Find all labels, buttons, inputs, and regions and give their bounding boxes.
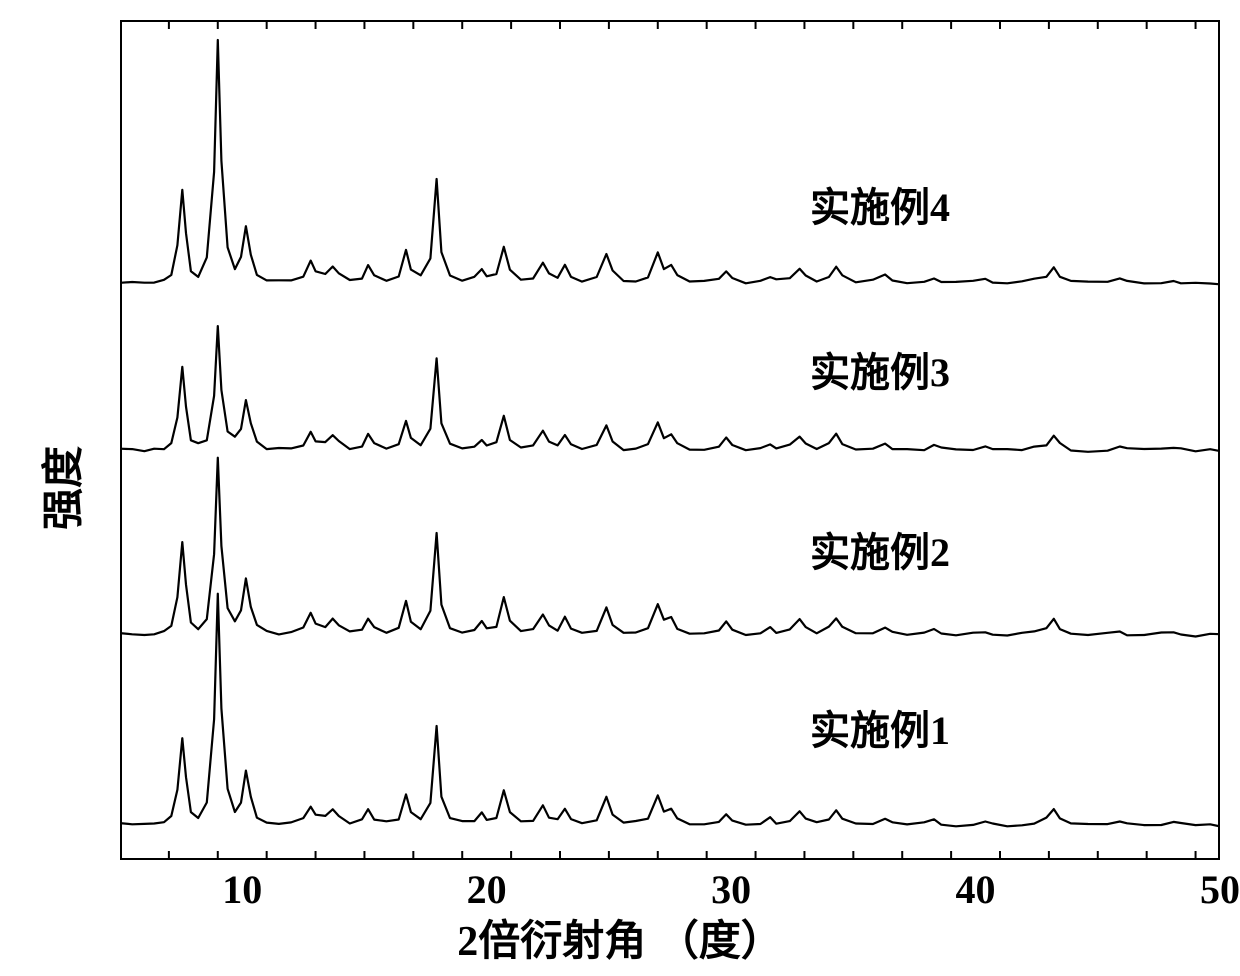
series-label: 实施例2 [810,520,950,578]
xrd-figure: 强度 2倍衍射角 （度） 10 20 30 40 50 实施例1 实施例2 实施例3 实施例4 [0,0,1240,976]
series-label: 实施例4 [810,175,950,233]
x-tick-label: 30 [711,866,751,913]
plot-area [120,20,1220,860]
x-tick-label: 20 [467,866,507,913]
x-tick-label: 40 [956,866,996,913]
series-label: 实施例1 [810,698,950,756]
y-axis-label: 强度 [30,446,91,530]
x-tick-label: 50 [1200,866,1240,913]
series-label: 实施例3 [810,340,950,398]
x-tick-label: 10 [222,866,262,913]
x-axis-label: 2倍衍射角 （度） [457,907,783,968]
